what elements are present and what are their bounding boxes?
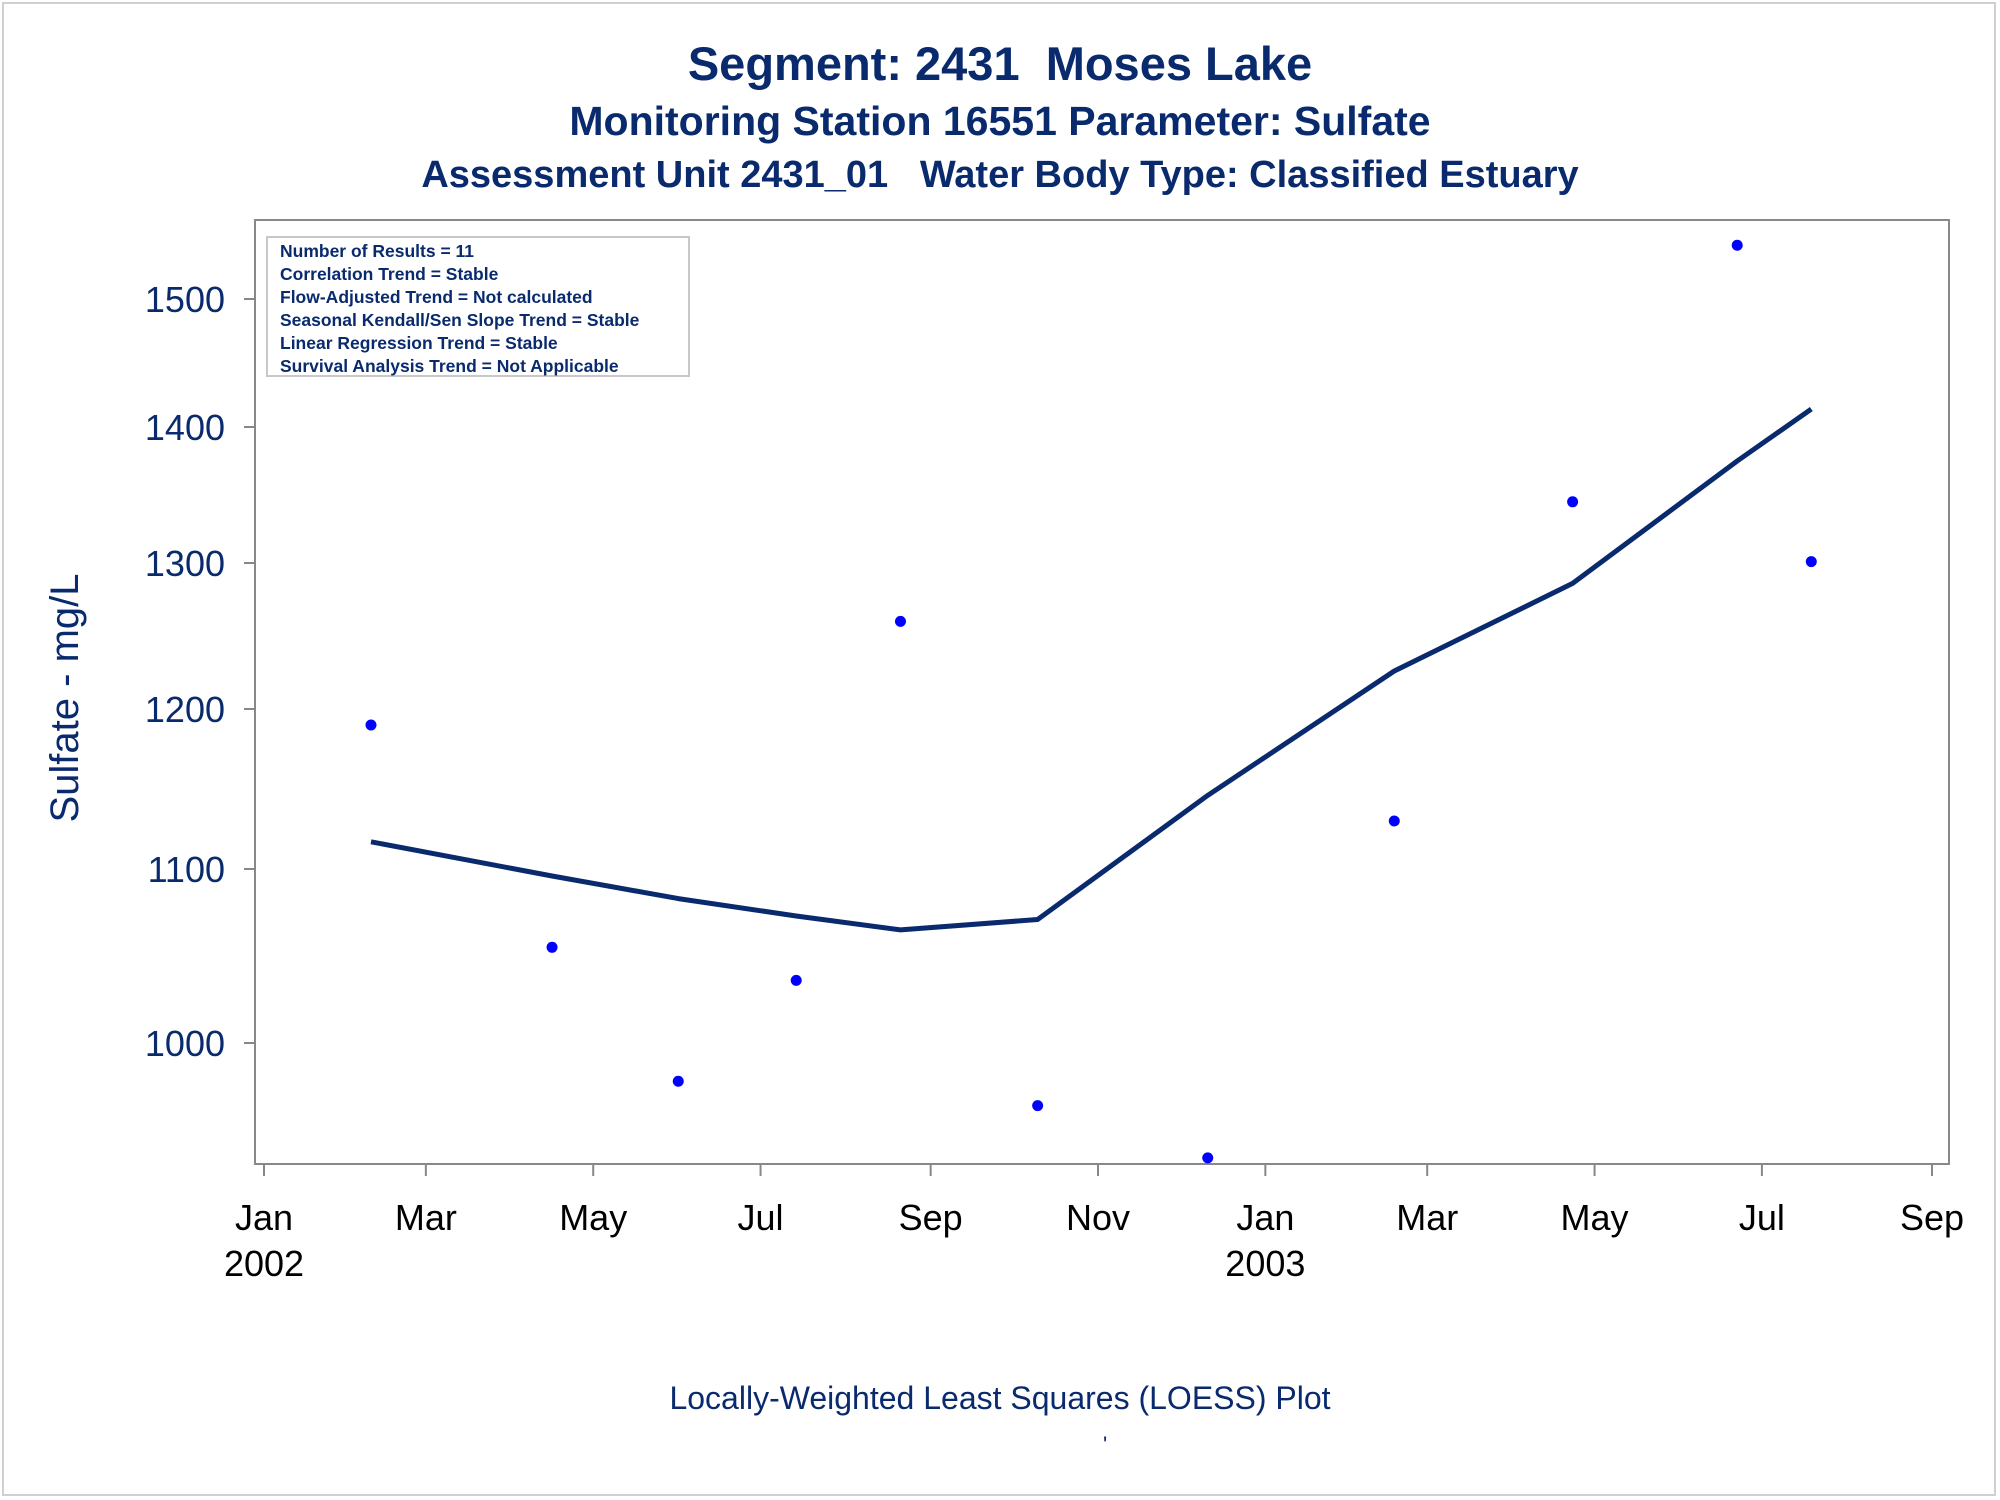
x-tick-label: May [1561,1197,1629,1238]
data-point [1032,1100,1044,1112]
x-tick-label: Sep [899,1197,963,1238]
data-point [1202,1152,1214,1164]
stat-correlation-trend: Correlation Trend = Stable [280,264,499,284]
data-point [894,615,906,627]
y-tick-label: 1100 [148,849,225,890]
y-tick-label: 1300 [145,543,225,584]
loess-line [370,407,1813,933]
data-point [546,941,558,953]
data-point [672,1075,684,1087]
data-point [365,719,377,731]
data-point [1805,556,1817,568]
stat-seasonal-kendall-trend: Seasonal Kendall/Sen Slope Trend = Stabl… [280,310,640,330]
y-tick-label: 1500 [145,279,225,320]
x-tick-label: Jan [1236,1197,1294,1238]
y-tick-label: 1200 [145,689,225,730]
chart-title: Segment: 2431 Moses Lake [687,37,1313,90]
x-tick-year-label: 2002 [224,1243,304,1284]
data-point [790,974,802,986]
x-tick-label: Nov [1066,1197,1130,1238]
chart-subtitle-assessment: Assessment Unit 2431_01 Water Body Type:… [421,154,1579,196]
x-tick-label: Jul [738,1197,784,1238]
x-tick-label: Mar [1396,1197,1458,1238]
x-tick-label: Jul [1739,1197,1785,1238]
chart-subtitle-station: Monitoring Station 16551 Parameter: Sulf… [569,98,1431,144]
y-tick-label: 1000 [145,1023,225,1064]
stat-survival-analysis-trend: Survival Analysis Trend = Not Applicable [280,356,619,376]
trend-stats-box: Number of Results = 11 Correlation Trend… [266,236,690,377]
y-axis-label: Sulfate - mg/L [43,573,87,822]
scatter-series [365,239,1817,1164]
y-axis: 1000 1100 1200 1300 1400 1500 [145,279,255,1064]
data-point [1567,496,1579,508]
x-tick-label: May [559,1197,627,1238]
footer-mark: ' [1103,1432,1108,1457]
plot-caption: Locally-Weighted Least Squares (LOESS) P… [669,1380,1331,1416]
y-tick-label: 1400 [145,407,225,448]
loess-series [370,407,1813,933]
x-tick-year-label: 2003 [1225,1243,1305,1284]
x-tick-label: Mar [395,1197,457,1238]
stat-linear-regression-trend: Linear Regression Trend = Stable [280,333,558,353]
data-point [1388,815,1400,827]
stat-number-of-results: Number of Results = 11 [280,241,475,261]
x-tick-label: Sep [1900,1197,1964,1238]
data-point [1731,239,1743,251]
stat-flow-adjusted-trend: Flow-Adjusted Trend = Not calculated [280,287,593,307]
x-axis: Jan 2002 Mar May Jul Sep Nov Jan 2003 Mar May Jul Se… [224,1163,1964,1284]
x-tick-label: Jan [235,1197,293,1238]
